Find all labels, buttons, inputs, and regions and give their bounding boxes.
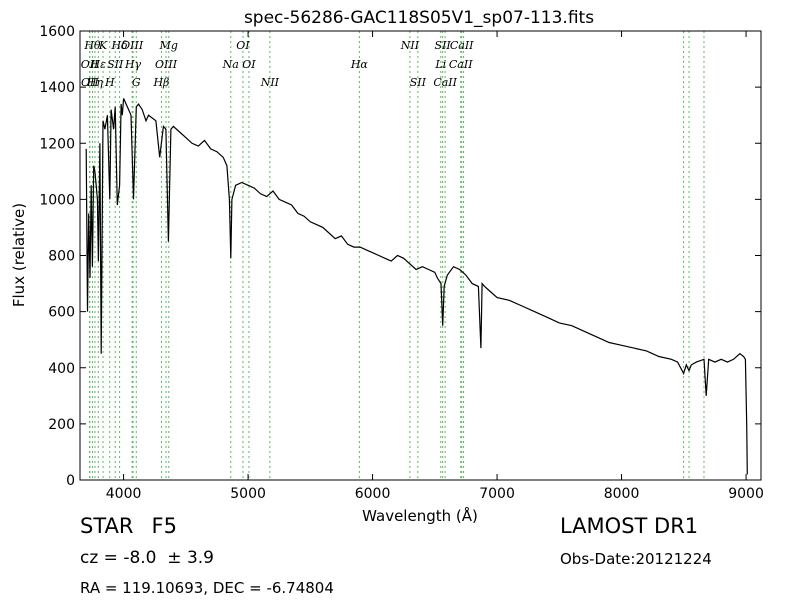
line-label: Hβ	[152, 76, 169, 89]
line-label: OI	[242, 58, 256, 71]
coordinates-text: RA = 119.10693, DEC = -6.74804	[80, 579, 334, 597]
plot-frame	[79, 30, 762, 481]
line-label: Li	[434, 58, 446, 71]
line-label: CaII	[449, 58, 473, 71]
x-tick-label: 4000	[106, 486, 142, 502]
y-axis: 0 200 400 600 800 1000 1200 1400 1600	[39, 24, 761, 489]
line-label: SII	[435, 39, 452, 52]
x-tick-label: 8000	[604, 486, 640, 502]
line-label: Hθ	[83, 39, 101, 52]
y-tick-label: 400	[48, 361, 75, 377]
line-label: CaII	[433, 76, 457, 89]
line-label: Hγ	[124, 58, 142, 71]
y-axis-label: Flux (relative)	[10, 203, 28, 307]
subclass-value: F5	[151, 514, 177, 538]
line-label: G	[132, 76, 141, 89]
line-label: OII	[81, 58, 99, 71]
line-label: Hα	[350, 58, 369, 71]
line-label: SII	[107, 58, 124, 71]
line-label: Hη	[86, 76, 104, 89]
survey-name: LAMOST DR1	[560, 514, 699, 538]
line-label: SII	[410, 76, 427, 89]
y-tick-label: 800	[48, 249, 75, 265]
line-label: K	[98, 39, 108, 52]
object-class: STAR F5	[80, 514, 177, 538]
y-tick-label: 600	[48, 305, 75, 321]
y-tick-label: 200	[48, 417, 75, 433]
line-label: Hδ	[110, 39, 128, 52]
y-tick-label: 1200	[39, 136, 75, 152]
chart-title: spec-56286-GAC118S05V1_sp07-113.fits	[244, 8, 594, 28]
line-label: OIII	[155, 58, 178, 71]
spectrum-line	[85, 98, 748, 475]
y-tick-label: 1600	[39, 24, 75, 40]
line-label: NII	[400, 39, 420, 52]
x-axis: 4000 5000 6000 7000 8000 9000	[106, 31, 764, 502]
line-label: NII	[260, 76, 280, 89]
line-label: Hε	[90, 58, 107, 71]
x-tick-label: 7000	[479, 486, 515, 502]
line-label: Mg	[159, 39, 178, 52]
x-axis-label: Wavelength (Å)	[362, 506, 478, 525]
x-tick-label: 9000	[728, 486, 764, 502]
line-label: OI	[236, 39, 250, 52]
line-label: H	[104, 76, 115, 89]
line-label: OIII	[121, 39, 144, 52]
line-label: CaII	[450, 39, 474, 52]
x-tick-label: 6000	[355, 486, 391, 502]
line-label: Na	[222, 58, 239, 71]
y-tick-label: 1000	[39, 192, 75, 208]
y-tick-label: 0	[66, 473, 75, 489]
y-tick-label: 1400	[39, 80, 75, 96]
class-value: STAR	[80, 514, 134, 538]
observation-date: Obs-Date:20121224	[560, 550, 712, 568]
redshift-text: cz = -8.0 ± 3.9	[80, 548, 214, 568]
line-label: OII	[81, 76, 99, 89]
x-tick-label: 5000	[230, 486, 266, 502]
